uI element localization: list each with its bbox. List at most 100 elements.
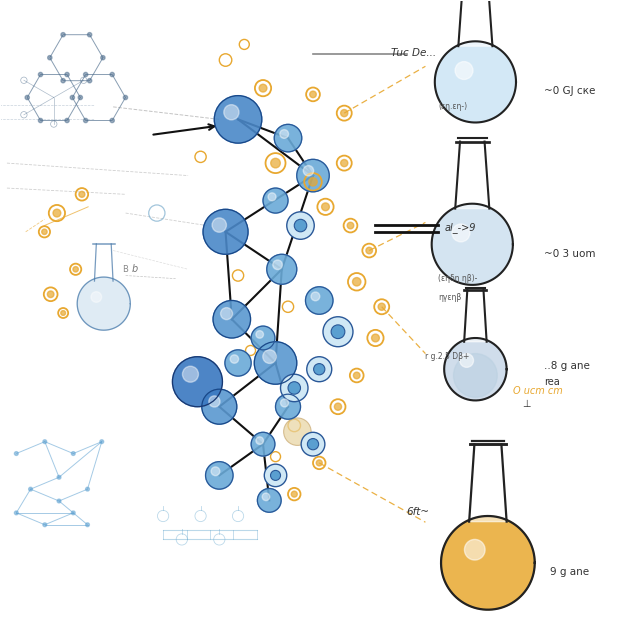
Circle shape [307, 357, 332, 382]
Circle shape [29, 487, 33, 491]
Circle shape [316, 460, 322, 466]
Circle shape [86, 523, 90, 526]
Circle shape [182, 366, 198, 382]
Polygon shape [441, 516, 535, 610]
Circle shape [83, 118, 88, 123]
Circle shape [297, 160, 329, 192]
Circle shape [288, 382, 300, 394]
Circle shape [287, 212, 314, 239]
Circle shape [100, 440, 104, 444]
Circle shape [251, 433, 275, 456]
Circle shape [48, 56, 52, 60]
Text: 9 g ane: 9 g ane [550, 567, 590, 577]
Circle shape [203, 209, 248, 254]
Circle shape [65, 118, 69, 123]
Circle shape [259, 85, 267, 92]
Text: r g.2.5 Dβ+: r g.2.5 Dβ+ [426, 352, 470, 361]
Circle shape [110, 118, 115, 123]
Circle shape [280, 399, 289, 407]
Circle shape [341, 160, 348, 167]
Circle shape [307, 439, 319, 450]
Circle shape [48, 291, 54, 297]
Circle shape [311, 292, 320, 300]
Circle shape [57, 499, 61, 503]
Polygon shape [432, 203, 513, 285]
Circle shape [262, 493, 270, 501]
Circle shape [452, 224, 470, 242]
Circle shape [61, 33, 65, 37]
Circle shape [268, 193, 276, 201]
Circle shape [25, 95, 29, 100]
Circle shape [209, 396, 220, 407]
Circle shape [38, 118, 43, 123]
Circle shape [378, 303, 386, 310]
Circle shape [14, 451, 18, 456]
Circle shape [314, 364, 325, 375]
Circle shape [220, 307, 232, 320]
Circle shape [71, 511, 75, 515]
Circle shape [71, 451, 75, 456]
Circle shape [88, 33, 92, 37]
Circle shape [73, 267, 78, 272]
Polygon shape [77, 277, 130, 330]
Circle shape [256, 331, 264, 338]
Circle shape [14, 511, 18, 515]
Circle shape [225, 350, 251, 376]
Circle shape [454, 354, 497, 398]
Circle shape [275, 394, 300, 419]
Circle shape [61, 310, 66, 316]
Circle shape [294, 219, 307, 232]
Circle shape [211, 467, 220, 476]
Polygon shape [464, 290, 486, 342]
Circle shape [464, 540, 485, 560]
Circle shape [43, 523, 47, 526]
Text: B: B [123, 265, 128, 274]
Text: ~0 GJ cкe: ~0 GJ cкe [544, 86, 595, 96]
Text: (εη.εη-): (εη.εη-) [438, 103, 467, 111]
Circle shape [309, 178, 317, 186]
Circle shape [341, 110, 348, 116]
Text: ηγεηβ: ηγεηβ [438, 293, 461, 302]
Circle shape [65, 73, 69, 76]
Circle shape [38, 73, 43, 76]
Circle shape [214, 96, 262, 143]
Circle shape [57, 475, 61, 479]
Polygon shape [458, 0, 493, 46]
Circle shape [205, 461, 233, 489]
Circle shape [123, 95, 128, 100]
Circle shape [61, 78, 65, 83]
Circle shape [86, 487, 90, 491]
Circle shape [101, 56, 105, 60]
Circle shape [322, 203, 329, 211]
Circle shape [331, 325, 345, 339]
Polygon shape [444, 338, 506, 401]
Circle shape [91, 292, 101, 302]
Circle shape [459, 354, 473, 367]
Text: Tuc De...: Tuc De... [391, 48, 436, 58]
Circle shape [280, 374, 308, 402]
Text: b: b [132, 264, 138, 274]
Text: O ucm cm: O ucm cm [513, 386, 563, 396]
Circle shape [263, 188, 288, 213]
Circle shape [79, 192, 85, 197]
Circle shape [267, 254, 297, 284]
Polygon shape [455, 141, 490, 208]
Circle shape [202, 389, 237, 424]
Circle shape [263, 350, 276, 364]
Circle shape [257, 488, 281, 512]
Text: al_->9: al_->9 [444, 222, 476, 233]
Circle shape [270, 470, 280, 480]
Circle shape [354, 372, 360, 379]
Circle shape [53, 209, 61, 217]
Circle shape [88, 78, 92, 83]
Circle shape [352, 277, 361, 286]
Circle shape [70, 95, 74, 100]
Circle shape [224, 105, 239, 120]
Circle shape [230, 355, 239, 363]
Circle shape [213, 300, 250, 338]
Text: (εηδη ηβ)-: (εηδη ηβ)- [438, 274, 477, 283]
Circle shape [83, 73, 88, 76]
Circle shape [366, 247, 372, 254]
Circle shape [273, 260, 282, 270]
Circle shape [303, 165, 314, 176]
